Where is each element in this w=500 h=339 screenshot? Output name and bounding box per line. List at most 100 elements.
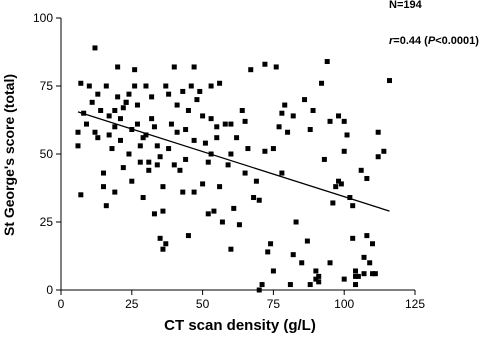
point	[381, 148, 387, 154]
annotation-part: N=194	[389, 0, 423, 11]
point	[151, 211, 157, 217]
point	[228, 246, 234, 252]
point	[143, 83, 149, 89]
point	[217, 184, 223, 190]
point	[185, 107, 191, 113]
point	[205, 211, 211, 217]
point	[319, 80, 325, 86]
point	[353, 268, 359, 274]
point	[205, 159, 211, 165]
annotation-part: =0.44 (	[393, 35, 428, 47]
point	[219, 219, 225, 225]
point	[95, 135, 101, 141]
point	[106, 113, 112, 119]
point	[140, 135, 146, 141]
point	[146, 159, 152, 165]
point	[134, 102, 140, 108]
point	[143, 132, 149, 138]
point	[95, 91, 101, 97]
point	[293, 219, 299, 225]
point	[89, 99, 95, 105]
point	[214, 135, 220, 141]
point	[160, 246, 166, 252]
point	[259, 282, 265, 288]
point	[180, 189, 186, 195]
point	[214, 124, 220, 130]
point	[117, 137, 123, 143]
point	[307, 282, 313, 288]
point	[157, 154, 163, 160]
point	[160, 184, 166, 190]
point	[370, 271, 376, 277]
point	[299, 260, 305, 266]
point	[168, 121, 174, 127]
point	[197, 88, 203, 94]
point	[123, 99, 129, 105]
point	[262, 148, 268, 154]
point	[103, 203, 109, 209]
point	[185, 233, 191, 239]
point	[245, 146, 251, 152]
point	[316, 279, 322, 285]
point	[242, 118, 248, 124]
point	[353, 273, 359, 279]
point	[375, 154, 381, 160]
point	[370, 241, 376, 247]
y-tick-label: 0	[46, 283, 53, 297]
x-tick-label: 125	[405, 297, 425, 311]
point	[341, 118, 347, 124]
point	[228, 151, 234, 157]
point	[253, 178, 259, 184]
point	[268, 241, 274, 247]
point	[361, 271, 367, 277]
point	[225, 162, 231, 168]
point	[256, 197, 262, 203]
trendline	[77, 111, 390, 212]
point	[265, 249, 271, 255]
point	[112, 124, 118, 130]
point	[273, 64, 279, 70]
point	[149, 116, 155, 122]
point	[353, 282, 359, 288]
point	[276, 124, 282, 130]
point	[78, 192, 84, 198]
point	[330, 200, 336, 206]
point	[350, 203, 356, 209]
point	[304, 238, 310, 244]
point	[166, 146, 172, 152]
point	[231, 205, 237, 211]
point	[350, 235, 356, 241]
point	[361, 254, 367, 260]
point	[98, 107, 104, 113]
point	[248, 67, 254, 73]
point	[120, 105, 126, 111]
point	[171, 64, 177, 70]
point	[364, 233, 370, 239]
point	[313, 268, 319, 274]
annotation-part: P	[428, 35, 436, 47]
point	[183, 127, 189, 133]
point	[279, 110, 285, 116]
point	[307, 127, 313, 133]
point	[174, 129, 180, 135]
point	[129, 178, 135, 184]
point	[126, 151, 132, 157]
point	[157, 235, 163, 241]
point	[177, 167, 183, 173]
point	[234, 135, 240, 141]
point	[290, 252, 296, 258]
point	[262, 61, 268, 67]
point	[137, 143, 143, 149]
annotation-part: <0.0001)	[435, 35, 479, 47]
point	[126, 91, 132, 97]
point	[344, 132, 350, 138]
point	[347, 195, 353, 201]
point	[151, 124, 157, 130]
point	[355, 273, 361, 279]
point	[86, 83, 92, 89]
x-axis-label: CT scan density (g/L)	[164, 317, 316, 334]
point	[154, 162, 160, 168]
point	[106, 132, 112, 138]
point	[336, 113, 342, 119]
annotation: r=0.44 (P<0.0001)	[389, 35, 479, 47]
